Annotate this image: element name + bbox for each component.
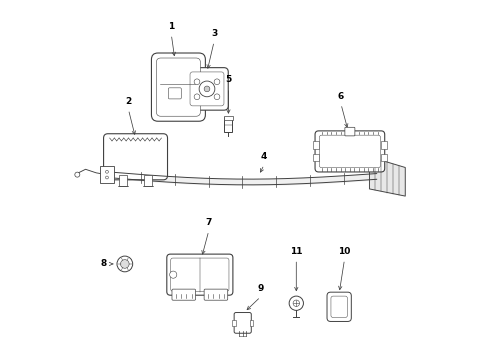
Circle shape [194,79,200,85]
FancyBboxPatch shape [203,289,227,300]
Bar [380,154,386,161]
FancyBboxPatch shape [326,292,350,321]
FancyBboxPatch shape [100,166,114,183]
Circle shape [105,170,108,173]
Circle shape [199,81,214,97]
FancyBboxPatch shape [151,53,205,121]
FancyBboxPatch shape [185,68,228,110]
FancyBboxPatch shape [168,88,181,99]
Bar [380,141,386,149]
FancyBboxPatch shape [314,131,384,172]
Text: 11: 11 [289,247,302,256]
FancyBboxPatch shape [344,127,354,136]
FancyBboxPatch shape [172,289,195,300]
Text: 9: 9 [257,284,263,293]
Circle shape [105,176,108,179]
Text: 7: 7 [205,219,211,228]
FancyBboxPatch shape [330,296,346,318]
Circle shape [75,172,80,177]
FancyBboxPatch shape [166,254,232,295]
Circle shape [194,94,200,100]
FancyBboxPatch shape [234,312,251,333]
FancyBboxPatch shape [156,58,200,116]
Circle shape [203,86,209,92]
Circle shape [120,260,129,268]
Text: 6: 6 [337,91,344,100]
Circle shape [117,256,132,272]
FancyBboxPatch shape [319,135,380,168]
FancyBboxPatch shape [170,258,228,291]
Text: 3: 3 [211,29,217,38]
Text: 4: 4 [261,152,267,161]
FancyBboxPatch shape [103,134,167,180]
Text: 10: 10 [338,247,350,256]
Bar [232,320,235,326]
Text: 8: 8 [100,260,106,269]
Circle shape [169,271,177,278]
Polygon shape [369,157,405,196]
FancyBboxPatch shape [190,72,224,106]
Text: 2: 2 [125,97,131,106]
Text: 1: 1 [168,22,174,31]
Bar [224,116,233,120]
Bar [312,154,318,161]
Bar [119,175,127,185]
Bar [249,320,253,326]
Text: 5: 5 [225,76,231,85]
Bar [224,117,232,132]
Circle shape [292,300,299,306]
Circle shape [288,296,303,310]
Bar [143,175,152,185]
Bar [312,141,318,149]
Circle shape [214,79,220,85]
Circle shape [214,94,220,100]
